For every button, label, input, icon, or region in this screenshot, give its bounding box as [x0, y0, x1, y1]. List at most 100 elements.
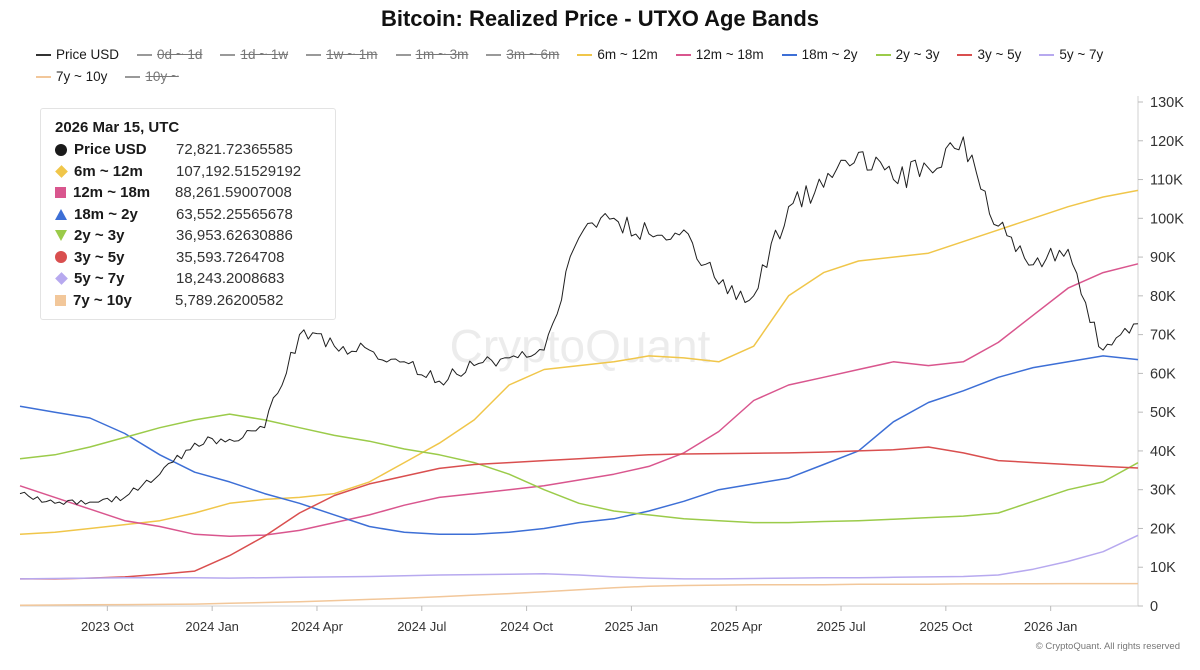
- tooltip-row: 18m ~ 2y 63,552.25565678: [55, 204, 323, 226]
- legend-item[interactable]: 3m ~ 6m: [486, 44, 559, 66]
- legend-row: Price USD 0d ~ 1d 1d ~ 1w 1w ~ 1m 1m ~ 3m 3m …: [36, 44, 1186, 66]
- y-tick-label: 130K: [1150, 95, 1184, 111]
- y-tick-label: 120K: [1150, 134, 1184, 150]
- series-line-18m-2y[interactable]: [19, 355, 1139, 536]
- legend-label: 2y ~ 3y: [895, 47, 940, 62]
- legend-label: 7y ~ 10y: [56, 69, 108, 84]
- x-tick-label: 2025 Oct: [919, 619, 972, 634]
- legend-item[interactable]: 1d ~ 1w: [220, 44, 288, 66]
- legend-swatch: [36, 54, 51, 56]
- tooltip-series-value: 88,261.59007008: [175, 184, 292, 202]
- series-line-3y-5y[interactable]: [20, 446, 1139, 580]
- legend-item[interactable]: Price USD: [36, 44, 119, 66]
- series-marker-icon: [55, 187, 66, 199]
- tooltip-rows: Price USD 72,821.72365585 6m ~ 12m 107,192.…: [55, 139, 323, 311]
- legend-item[interactable]: 1m ~ 3m: [395, 44, 469, 66]
- series-line-price-usd[interactable]: [19, 136, 1139, 505]
- legend-item[interactable]: 6m ~ 12m: [577, 44, 658, 66]
- legend-swatch: [36, 76, 51, 78]
- legend-label: 5y ~ 7y: [1059, 47, 1104, 62]
- legend-item[interactable]: 10y ~: [125, 66, 179, 88]
- y-tick-label: 40K: [1150, 444, 1176, 460]
- legend-label: 1d ~ 1w: [240, 47, 289, 62]
- tooltip-series-name: 18m ~ 2y: [74, 205, 138, 223]
- legend-item[interactable]: 3y ~ 5y: [957, 44, 1021, 66]
- y-tick-label: 80K: [1150, 289, 1176, 305]
- tooltip-series-value: 35,593.7264708: [176, 248, 285, 266]
- series-line-2y-3y[interactable]: [19, 413, 1139, 524]
- legend-item[interactable]: 1w ~ 1m: [306, 44, 378, 66]
- legend-swatch: [125, 76, 141, 78]
- x-tick-label: 2025 Jul: [816, 619, 865, 634]
- series-line-5y-7y[interactable]: [19, 534, 1139, 580]
- legend-label: 18m ~ 2y: [801, 47, 858, 62]
- y-tick-label: 50K: [1150, 405, 1176, 421]
- x-tick-label: 2024 Oct: [500, 619, 553, 634]
- legend-label: 1w ~ 1m: [326, 47, 378, 62]
- legend-swatch: [781, 54, 797, 56]
- tooltip-row: 5y ~ 7y 18,243.2008683: [55, 268, 323, 290]
- tooltip-series-value: 36,953.62630886: [176, 227, 293, 245]
- legend-label: 0d ~ 1d: [157, 47, 203, 62]
- legend-label: 3y ~ 5y: [977, 47, 1022, 62]
- legend-swatch: [1039, 54, 1055, 56]
- series-marker-icon: [55, 272, 68, 286]
- legend-swatch: [875, 54, 891, 56]
- x-tick-label: 2025 Jan: [605, 619, 659, 634]
- legend-item[interactable]: 7y ~ 10y: [36, 66, 107, 88]
- tooltip-row: 12m ~ 18m 88,261.59007008: [55, 182, 323, 204]
- series-marker-icon: [55, 294, 66, 306]
- legend-item[interactable]: 0d ~ 1d: [137, 44, 202, 66]
- series-marker-icon: [55, 143, 67, 156]
- tooltip-series-value: 63,552.25565678: [176, 205, 293, 223]
- x-tick-label: 2023 Oct: [81, 619, 134, 634]
- tooltip-row: 3y ~ 5y 35,593.7264708: [55, 247, 323, 269]
- legend-swatch: [220, 54, 236, 56]
- legend-item[interactable]: 5y ~ 7y: [1039, 44, 1103, 66]
- series-marker-icon: [55, 251, 67, 264]
- x-tick-label: 2024 Apr: [291, 619, 344, 634]
- y-tick-label: 10K: [1150, 560, 1176, 576]
- y-tick-label: 30K: [1150, 483, 1176, 499]
- hover-tooltip: 2026 Mar 15, UTC Price USD 72,821.7236558…: [40, 108, 336, 320]
- legend-label: 1m ~ 3m: [415, 47, 469, 62]
- series-marker-icon: [55, 164, 68, 178]
- tooltip-series-name: Price USD: [74, 141, 147, 159]
- tooltip-series-value: 18,243.2008683: [176, 270, 285, 288]
- legend-item[interactable]: 2y ~ 3y: [875, 44, 940, 66]
- tooltip-series-value: 5,789.26200582: [175, 291, 284, 309]
- x-tick-label: 2026 Jan: [1024, 619, 1078, 634]
- legend-swatch: [957, 54, 973, 56]
- tooltip-series-name: 5y ~ 7y: [74, 270, 125, 288]
- x-tick-label: 2024 Jul: [397, 619, 446, 634]
- legend-label: 10y ~: [145, 69, 179, 84]
- x-tick-label: 2024 Jan: [185, 619, 239, 634]
- tooltip-series-value: 107,192.51529192: [176, 162, 302, 180]
- y-tick-label: 70K: [1150, 328, 1176, 344]
- legend-item[interactable]: 12m ~ 18m: [675, 44, 764, 66]
- legend-row: 7y ~ 10y 10y ~: [36, 66, 1186, 88]
- legend-swatch: [577, 54, 593, 56]
- series-line-12m-18m[interactable]: [19, 263, 1139, 537]
- legend-swatch: [486, 54, 502, 56]
- series-line-6m-12m[interactable]: [19, 189, 1139, 536]
- y-tick-label: 0: [1150, 599, 1158, 615]
- series-line-7y-10y[interactable]: [19, 582, 1138, 606]
- y-tick-label: 110K: [1150, 173, 1183, 189]
- tooltip-row: 7y ~ 10y 5,789.26200582: [55, 290, 323, 312]
- legend-label: 3m ~ 6m: [506, 47, 560, 62]
- tooltip-row: Price USD 72,821.72365585: [55, 139, 323, 161]
- legend-item[interactable]: 18m ~ 2y: [781, 44, 858, 66]
- tooltip-row: 6m ~ 12m 107,192.51529192: [55, 161, 323, 183]
- tooltip-date: 2026 Mar 15, UTC: [55, 119, 180, 136]
- series-marker-icon: [55, 230, 67, 242]
- tooltip-series-value: 72,821.72365585: [176, 141, 293, 159]
- legend-swatch: [675, 54, 691, 56]
- tooltip-row: 2y ~ 3y 36,953.62630886: [55, 225, 323, 247]
- tooltip-series-name: 3y ~ 5y: [74, 248, 125, 266]
- legend-swatch: [306, 54, 322, 56]
- copyright-footer: © CryptoQuant. All rights reserved: [1035, 641, 1180, 652]
- series-marker-icon: [55, 208, 67, 220]
- y-tick-label: 20K: [1150, 521, 1176, 537]
